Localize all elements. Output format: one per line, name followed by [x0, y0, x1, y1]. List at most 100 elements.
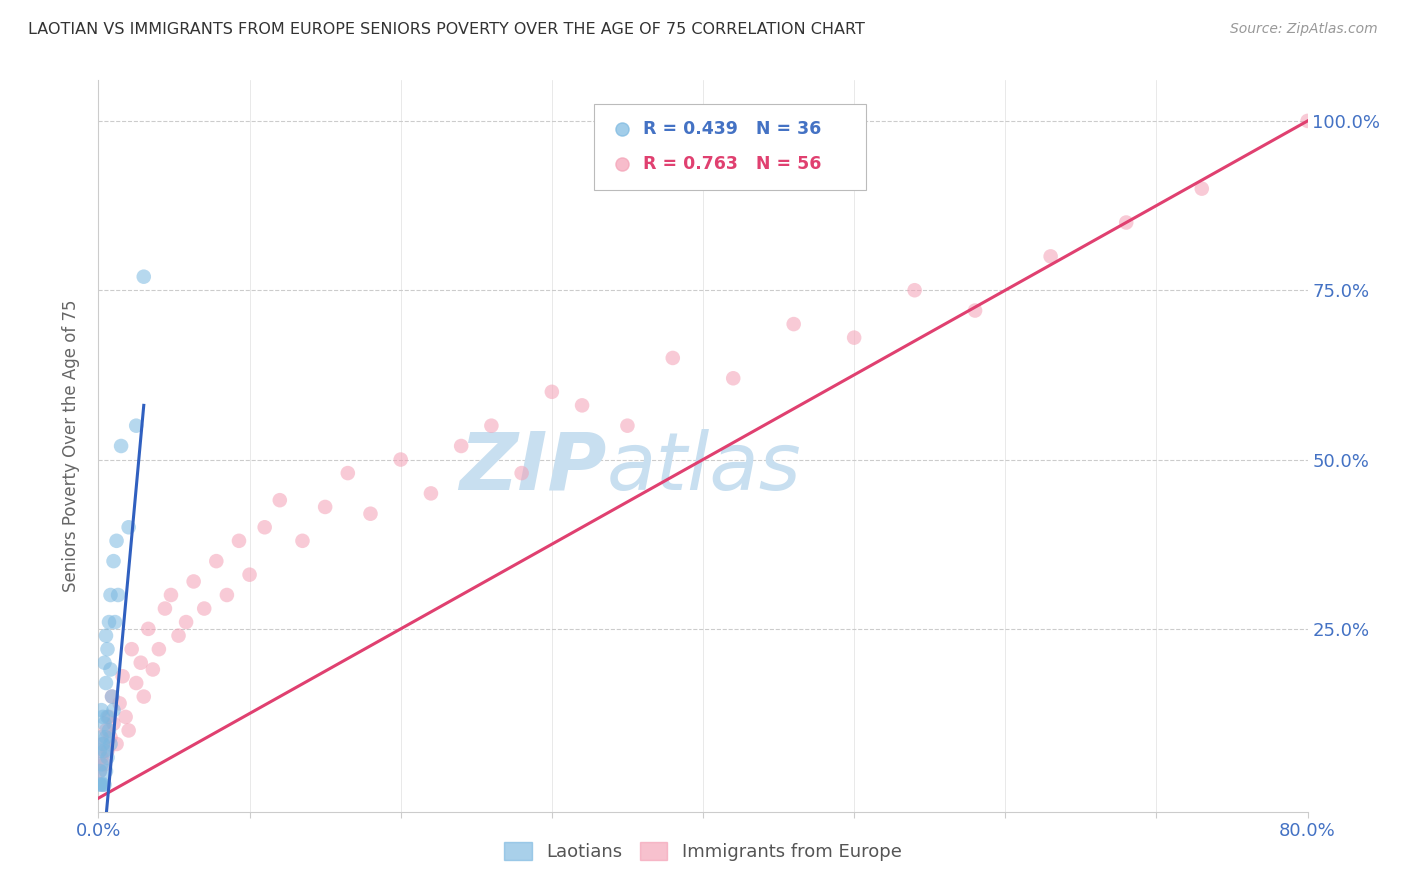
Point [100, 737, 122, 751]
Point [98, 723, 121, 738]
Point [336, 466, 359, 480]
Point [481, 418, 503, 433]
Point [100, 663, 122, 677]
Point [129, 656, 152, 670]
Point [132, 269, 155, 284]
Legend: Laotians, Immigrants from Europe: Laotians, Immigrants from Europe [498, 835, 908, 869]
Point [89, 764, 111, 778]
Point [193, 601, 215, 615]
Point [89, 764, 111, 778]
Point [121, 642, 143, 657]
FancyBboxPatch shape [595, 103, 866, 190]
Text: R = 0.439   N = 36: R = 0.439 N = 36 [643, 120, 821, 138]
Point [111, 669, 134, 683]
Point [1039, 249, 1062, 263]
Point [93, 778, 115, 792]
Point [94, 730, 117, 744]
Point [100, 588, 122, 602]
Point [107, 588, 129, 602]
Point [98, 710, 121, 724]
Point [510, 466, 533, 480]
Point [93, 716, 115, 731]
Point [90, 757, 112, 772]
Point [96, 642, 118, 657]
Point [96, 750, 118, 764]
Point [174, 615, 197, 629]
Point [723, 371, 745, 385]
Point [253, 520, 276, 534]
Point [91, 737, 114, 751]
Point [90, 730, 112, 744]
Point [291, 533, 314, 548]
Point [662, 351, 685, 365]
Point [360, 507, 382, 521]
Point [105, 533, 128, 548]
Point [1115, 215, 1137, 229]
Point [269, 493, 291, 508]
Point [90, 703, 112, 717]
Point [96, 710, 118, 724]
Text: LAOTIAN VS IMMIGRANTS FROM EUROPE SENIORS POVERTY OVER THE AGE OF 75 CORRELATION: LAOTIAN VS IMMIGRANTS FROM EUROPE SENIOR… [28, 22, 865, 37]
Point [205, 554, 228, 568]
Point [148, 642, 170, 657]
Point [105, 737, 128, 751]
Point [118, 520, 141, 534]
Point [1191, 181, 1213, 195]
Point [160, 588, 183, 602]
Point [94, 723, 117, 738]
Point [96, 744, 118, 758]
Text: ZIP: ZIP [458, 429, 606, 507]
Point [103, 716, 125, 731]
Point [101, 690, 124, 704]
Point [91, 778, 114, 792]
Point [1296, 114, 1319, 128]
Y-axis label: Seniors Poverty Over the Age of 75: Seniors Poverty Over the Age of 75 [62, 300, 80, 592]
Point [93, 757, 115, 772]
Text: atlas: atlas [606, 429, 801, 507]
Point [239, 567, 262, 582]
Point [94, 629, 117, 643]
Point [110, 439, 132, 453]
Point [136, 622, 159, 636]
Point [389, 452, 412, 467]
Point [91, 710, 114, 724]
Point [450, 439, 472, 453]
Point [90, 778, 112, 792]
Point [420, 486, 443, 500]
Point [125, 418, 148, 433]
Point [314, 500, 336, 514]
Point [167, 629, 190, 643]
Point [108, 697, 131, 711]
Point [132, 690, 155, 704]
Point [94, 676, 117, 690]
Point [125, 676, 148, 690]
Point [93, 744, 115, 758]
Point [228, 533, 250, 548]
Point [741, 160, 763, 174]
Point [540, 384, 562, 399]
Point [571, 398, 593, 412]
Text: R = 0.763   N = 56: R = 0.763 N = 56 [643, 155, 821, 173]
Point [94, 764, 117, 778]
Point [118, 723, 141, 738]
Text: Source: ZipAtlas.com: Source: ZipAtlas.com [1230, 22, 1378, 37]
Point [103, 703, 125, 717]
Point [215, 588, 238, 602]
Point [89, 744, 111, 758]
Point [965, 303, 987, 318]
Point [142, 663, 165, 677]
Point [844, 331, 866, 345]
Point [114, 710, 136, 724]
Point [90, 750, 112, 764]
Point [91, 737, 114, 751]
Point [103, 554, 125, 568]
Point [904, 283, 927, 297]
Point [616, 418, 638, 433]
Point [101, 690, 124, 704]
Point [783, 317, 806, 331]
Point [89, 778, 111, 792]
Point [98, 615, 121, 629]
Point [93, 656, 115, 670]
Point [100, 730, 122, 744]
Point [153, 601, 176, 615]
